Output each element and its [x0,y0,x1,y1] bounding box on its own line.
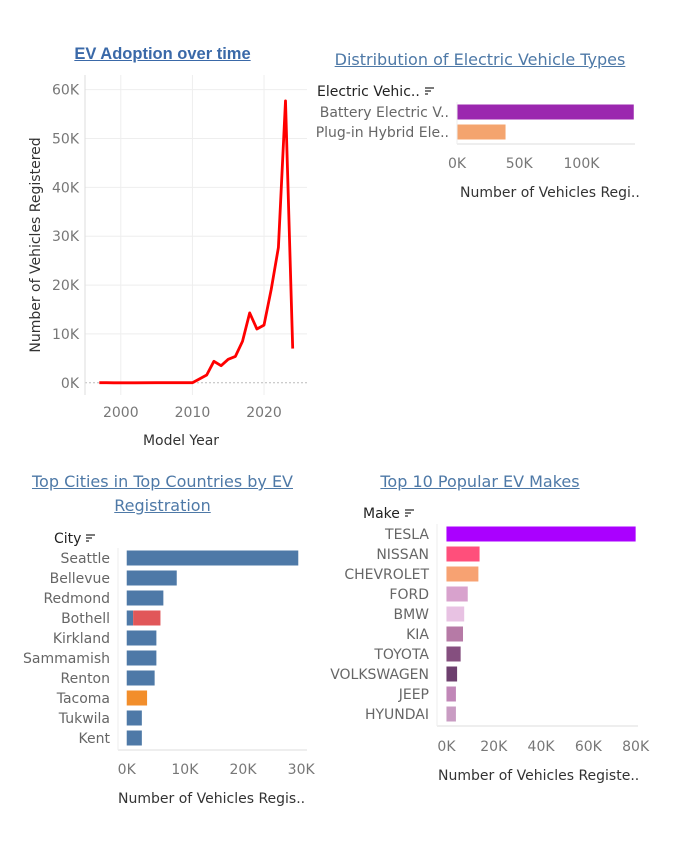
x-axis-label: Model Year [143,433,219,449]
bar [126,690,148,706]
chart3-title[interactable]: Top Cities in Top Countries by EV Regist… [31,472,293,515]
category-label: HYUNDAI [365,707,429,723]
category-label: TESLA [384,527,429,543]
x-axis-label: Number of Vehicles Regis.. [118,791,305,807]
bar [446,526,636,542]
category-label: Kent [79,731,111,747]
category-label: Plug-in Hybrid Ele.. [316,125,449,141]
x-tick-label: 60K [575,739,603,755]
x-tick-label: 30K [288,762,316,778]
bar [126,730,142,746]
category-label: CHEVROLET [344,567,429,583]
x-axis-label: Number of Vehicles Registe.. [438,768,639,784]
y-axis-label: Number of Vehicles Registered [28,137,44,352]
bar [446,586,468,602]
x-tick-label: 20K [230,762,258,778]
bar [446,706,456,722]
bar [126,610,134,626]
category-label: FORD [389,587,429,603]
x-tick-label: 2010 [175,405,211,421]
y-tick-label: 50K [52,132,80,148]
y-tick-label: 30K [52,229,80,245]
chart2-title[interactable]: Distribution of Electric Vehicle Types [334,50,626,69]
chart4-title[interactable]: Top 10 Popular EV Makes [380,472,580,491]
y-tick-label: 20K [52,278,80,294]
category-header: Make [363,506,400,522]
x-tick-label: 80K [622,739,650,755]
bar [126,630,157,646]
bar [446,646,461,662]
x-tick-label: 2000 [103,405,139,421]
y-tick-label: 60K [52,83,80,99]
category-label: VOLKSWAGEN [330,667,429,683]
bar [446,686,456,702]
x-tick-label: 40K [528,739,556,755]
ev-adoption-series-line [99,99,295,385]
category-label: Renton [60,671,110,687]
category-label: Tacoma [56,691,110,707]
x-axis-label: Number of Vehicles Regi.. [460,185,640,201]
ev-type-distribution-bar-chart: Electric Vehic.. Battery Electric V.. Plug… [316,84,640,201]
category-label: Sammamish [23,651,110,667]
category-label: Kirkland [53,631,110,647]
category-label: Bothell [61,611,110,627]
bar [126,710,142,726]
category-header: Electric Vehic.. [317,84,420,100]
category-label: Seattle [60,551,110,567]
sort-icon [425,87,434,95]
x-tick-label: 100K [564,156,601,172]
x-tick-label: 20K [480,739,508,755]
category-label: JEEP [398,687,429,703]
bar [446,626,464,642]
bar [446,606,465,622]
category-label: BMW [393,607,429,623]
category-label: Tukwila [58,711,110,727]
x-tick-label: 50K [506,156,534,172]
sort-icon [405,509,414,517]
category-label: Redmond [43,591,110,607]
bar [133,610,161,626]
category-header: City [54,531,81,547]
bar [457,104,634,120]
bar [446,546,480,562]
x-tick-label: 2020 [246,405,282,421]
bar [126,670,155,686]
category-label: Battery Electric V.. [320,105,449,121]
bar [446,666,458,682]
y-tick-label: 10K [52,327,80,343]
bar [126,650,157,666]
category-label: TOYOTA [373,647,429,663]
x-tick-label: 0K [118,762,137,778]
bar [126,550,299,566]
y-tick-label: 40K [52,180,80,196]
category-label: KIA [406,627,429,643]
top-cities-bar-chart: City Seattle Bellevue Redmond Bothell Kirklan… [23,531,316,807]
ev-adoption-line-chart: 0K 10K 20K 30K 40K 50K 60K 2000 2010 2020 Model Ye… [28,75,307,449]
sort-icon [86,534,95,542]
bar [446,566,479,582]
bar [126,590,164,606]
x-tick-label: 0K [448,156,467,172]
bar [126,570,177,586]
category-label: Bellevue [50,571,110,587]
x-tick-label: 0K [437,739,456,755]
y-tick-label: 0K [61,376,80,392]
chart1-title: EV Adoption over time [74,45,251,63]
category-label: NISSAN [376,547,429,563]
bar [457,124,506,140]
top-makes-bar-chart: Make TESLA NISSAN CHEVROLET FORD BMW KIA TOYOTA… [330,506,650,784]
x-tick-label: 10K [171,762,199,778]
